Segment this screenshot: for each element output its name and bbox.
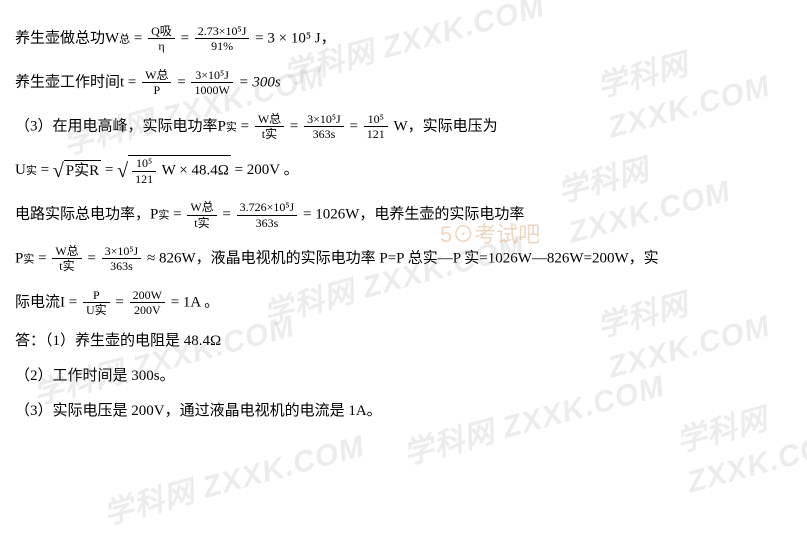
text: =: [169, 206, 185, 222]
numerator: 10⁵: [364, 112, 388, 127]
subscript: 实: [158, 209, 169, 221]
fraction: 3×10⁵J363s: [102, 244, 142, 274]
equation-line-5: 电路实际总电功率，P实 = W总t实 = 3.726×10⁵J363s = 10…: [15, 200, 792, 230]
fraction: 3.726×10⁵J363s: [237, 200, 298, 230]
text: =: [181, 30, 193, 46]
text: W，实际电压为: [393, 118, 497, 134]
watermark-text: 学科网 ZXXK.COM: [259, 226, 529, 336]
text: =: [87, 250, 99, 266]
answer-line-1: 答：（1）养生壶的电阻是 48.4Ω: [15, 331, 792, 352]
numerator: W总: [255, 112, 284, 127]
watermark-text: 学科网 ZXXK.COM: [672, 380, 807, 504]
denominator: 1000W: [191, 83, 232, 97]
fraction: Q吸η: [148, 24, 175, 54]
fraction: 3×10⁵J1000W: [191, 68, 232, 98]
equation-line-6: P实 = W总t实 = 3×10⁵J363s ≈ 826W，液晶电视机的实际电功…: [15, 244, 792, 274]
text: 际电流I =: [15, 294, 81, 310]
text: = 3 × 10⁵ J，: [255, 30, 336, 46]
denominator: 91%: [195, 39, 250, 53]
fraction: W总t实: [52, 244, 81, 274]
text: 养生壶工作时间t =: [15, 74, 140, 90]
radicand: P实R: [64, 160, 101, 182]
fraction: W总P: [142, 68, 171, 98]
denominator: t实: [255, 127, 284, 141]
numerator: 3×10⁵J: [304, 112, 344, 127]
watermark-text: 学科网 ZXXK.COM: [99, 426, 369, 536]
text: ≈ 826W，液晶电视机的实际电功率 P=P 总实—P 实=1026W—826W…: [147, 250, 659, 266]
watermark-text: 学科网 ZXXK.COM: [29, 306, 299, 416]
numerator: 3×10⁵J: [102, 244, 142, 259]
numerator: 3.726×10⁵J: [237, 200, 298, 215]
fraction: 10⁵121: [364, 112, 388, 142]
numerator: 200W: [130, 288, 165, 303]
numerator: P: [83, 288, 110, 303]
text: 养生壶做总功W: [15, 30, 119, 46]
equation-line-7: 际电流I = PU实 = 200W200V = 1A 。: [15, 288, 792, 318]
sqrt: P实R: [53, 157, 101, 185]
text: =: [177, 74, 189, 90]
equation-line-3: （3）在用电高峰，实际电功率P实 = W总t实 = 3×10⁵J363s = 1…: [15, 112, 792, 142]
numerator: Q吸: [148, 24, 175, 39]
subscript: 实: [226, 121, 237, 133]
subscript: 实: [23, 253, 34, 265]
text: =: [115, 294, 127, 310]
text: = 1026W，电养生壶的实际电功率: [303, 206, 524, 222]
text: （3）在用电高峰，实际电功率P: [15, 118, 226, 134]
denominator: U实: [83, 303, 110, 317]
denominator: P: [142, 83, 171, 97]
denominator: 121: [364, 127, 388, 141]
text: =: [222, 206, 234, 222]
denominator: 363s: [102, 259, 142, 273]
equation-line-1: 养生壶做总功W总 = Q吸η = 2.73×10⁵J91% = 3 × 10⁵ …: [15, 24, 792, 54]
fraction: PU实: [83, 288, 110, 318]
numerator: W总: [187, 200, 216, 215]
numerator: 3×10⁵J: [191, 68, 232, 83]
denominator: 200V: [130, 303, 165, 317]
fraction: 10⁵121: [132, 156, 156, 186]
text: W × 48.4Ω: [162, 163, 229, 179]
numerator: 2.73×10⁵J: [195, 24, 250, 39]
text: = 1A 。: [171, 294, 219, 310]
text: =: [105, 162, 117, 178]
text: = 200V 。: [235, 162, 299, 178]
numerator: 10⁵: [132, 156, 156, 171]
fraction: 2.73×10⁵J91%: [195, 24, 250, 54]
denominator: 121: [132, 172, 156, 186]
denominator: t实: [187, 216, 216, 230]
numerator: W总: [142, 68, 171, 83]
text: =: [37, 162, 53, 178]
numerator: W总: [52, 244, 81, 259]
subscript: 实: [26, 165, 37, 177]
answer-line-2: （2）工作时间是 300s。: [15, 366, 792, 387]
text: =: [237, 118, 253, 134]
fraction: 200W200V: [130, 288, 165, 318]
subscript: 总: [119, 33, 130, 45]
text: =: [349, 118, 361, 134]
text: = 300s: [239, 74, 281, 90]
text: =: [130, 30, 146, 46]
text: =: [290, 118, 302, 134]
radicand: 10⁵121 W × 48.4Ω: [128, 155, 231, 186]
text: U: [15, 162, 26, 178]
text: =: [34, 250, 50, 266]
fraction: W总t实: [187, 200, 216, 230]
denominator: η: [148, 39, 175, 53]
equation-line-4: U实 = P实R = 10⁵121 W × 48.4Ω = 200V 。: [15, 155, 792, 186]
sqrt: 10⁵121 W × 48.4Ω: [117, 155, 231, 186]
fraction: 3×10⁵J363s: [304, 112, 344, 142]
text: 电路实际总电功率，P: [15, 206, 158, 222]
denominator: t实: [52, 259, 81, 273]
equation-line-2: 养生壶工作时间t = W总P = 3×10⁵J1000W = 300s: [15, 68, 792, 98]
answer-line-3: （3）实际电压是 200V，通过液晶电视机的电流是 1A。: [15, 401, 792, 422]
fraction: W总t实: [255, 112, 284, 142]
denominator: 363s: [237, 216, 298, 230]
denominator: 363s: [304, 127, 344, 141]
